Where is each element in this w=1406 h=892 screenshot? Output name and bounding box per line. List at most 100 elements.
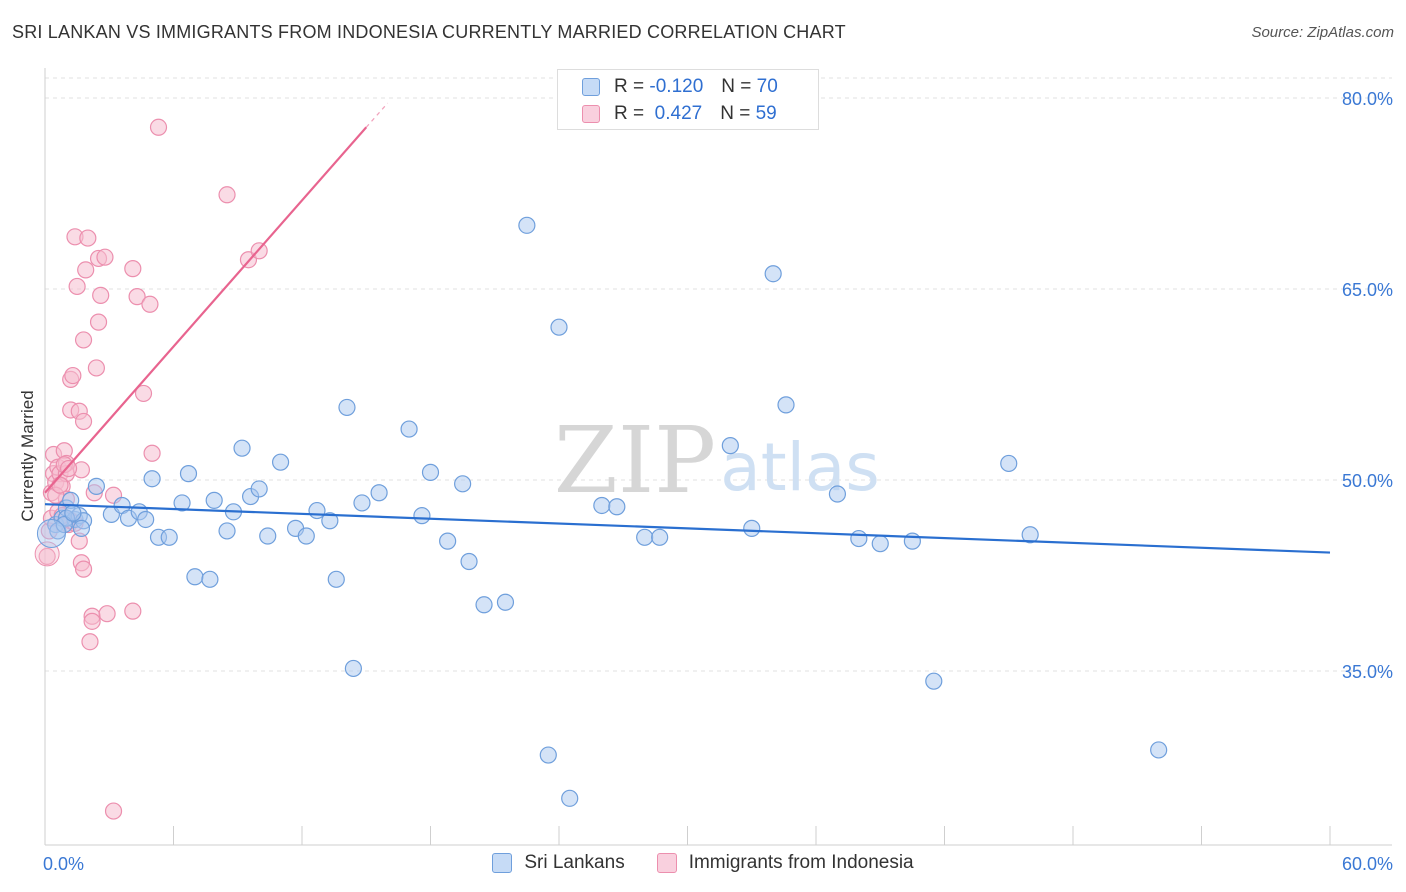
sri-lankan-point [925, 672, 943, 690]
indonesia-point [124, 260, 142, 278]
indonesia-point [96, 248, 114, 266]
y-tick-label: 65.0% [1342, 280, 1393, 300]
sri-lankan-point [764, 265, 782, 283]
correlation-legend: R = -0.120 N = 70 R = 0.427 N = 59 [557, 69, 819, 130]
trendline-indonesia-extension [365, 102, 389, 128]
sri-lankan-point [593, 496, 611, 515]
indonesia-point [83, 612, 101, 630]
sri-lankan-point [179, 465, 198, 483]
sri-lankan-point [561, 789, 579, 807]
sri-lankan-point [64, 504, 82, 522]
series-indonesia-points [34, 118, 268, 820]
trend-lines [44, 102, 1331, 554]
legend-label-sri-lankans: Sri Lankans [524, 852, 625, 873]
legend-r-label: R = [614, 76, 645, 97]
sri-lankan-point [496, 593, 515, 611]
sri-lankan-point [651, 528, 669, 546]
indonesia-point [64, 366, 82, 385]
indonesia-point [104, 802, 123, 820]
sri-lankan-point [1000, 454, 1018, 473]
indonesia-point [92, 286, 110, 304]
sri-lankan-point [353, 494, 371, 512]
sri-lankan-point [370, 484, 388, 502]
sri-lankan-point [327, 570, 345, 588]
sri-lankan-point [205, 491, 223, 509]
indonesia-point [77, 261, 95, 279]
sri-lankan-point [143, 470, 161, 488]
legend-label-indonesia: Immigrants from Indonesia [688, 852, 914, 873]
sri-lankan-point [173, 494, 191, 512]
sri-lankan-point [201, 570, 219, 588]
sri-lankan-point [87, 477, 106, 495]
sri-lankan-point [721, 437, 739, 455]
sri-lankan-point [460, 552, 478, 571]
chart-title: SRI LANKAN VS IMMIGRANTS FROM INDONESIA … [12, 22, 846, 42]
indonesia-point [98, 605, 116, 623]
series-legend: Sri Lankans Immigrants from Indonesia [0, 852, 1406, 874]
sri-lankan-point [218, 522, 236, 540]
indonesia-point [51, 476, 69, 494]
sri-lankan-point [454, 475, 472, 493]
sri-lankan-point [871, 535, 889, 553]
legend-r-value: 0.427 [654, 103, 703, 124]
axis-layer [44, 68, 1392, 846]
y-tick-label: 50.0% [1342, 471, 1393, 491]
sri-lankan-point [743, 519, 761, 537]
indonesia-point [74, 331, 93, 349]
legend-n-label: N = [720, 103, 751, 124]
sri-lankan-point [539, 746, 557, 764]
sri-lankan-point [550, 318, 568, 336]
sri-lankan-point [344, 659, 362, 678]
sri-lankan-point [518, 216, 536, 234]
sri-lankan-point [828, 485, 847, 503]
source-credit: Source: ZipAtlas.com [1251, 24, 1394, 41]
sri-lankan-point [475, 596, 493, 614]
sri-lankan-point [72, 519, 91, 537]
sri-lankan-point [297, 527, 315, 545]
indonesia-point [81, 633, 99, 651]
x-tick-label: 60.0% [1342, 854, 1393, 874]
grid-layer [45, 77, 1392, 672]
series-sri-lankans-points [36, 216, 1168, 807]
tick-labels: 80.0% 65.0% 50.0% 35.0% 0.0% 60.0% [43, 89, 1393, 874]
indonesia-point [89, 313, 108, 331]
indonesia-point [38, 547, 56, 566]
indonesia-point [134, 384, 153, 403]
indonesia-point [149, 118, 168, 136]
indonesia-point [74, 560, 93, 578]
sri-lankan-point [1150, 741, 1168, 759]
legend-swatch-blue [582, 78, 600, 96]
sri-lankan-point [36, 518, 66, 548]
indonesia-point [79, 229, 97, 247]
indonesia-point [59, 459, 78, 478]
sri-lankan-point [400, 420, 418, 438]
legend-item-sri-lankans: Sri Lankans [492, 852, 625, 874]
sri-lankan-point [259, 527, 277, 545]
indonesia-point [141, 295, 159, 313]
x-tick-label: 0.0% [43, 854, 84, 874]
sri-lankan-point [439, 532, 457, 550]
sri-lankan-point [338, 398, 356, 417]
trendline-indonesia [44, 126, 368, 494]
indonesia-point [124, 602, 142, 620]
sri-lankan-point [321, 512, 339, 530]
sri-lankan-point [777, 396, 795, 414]
legend-n-label: N = [721, 76, 752, 97]
sri-lankan-point [413, 507, 431, 525]
sri-lankan-point [421, 463, 440, 481]
sri-lankan-point [160, 528, 178, 546]
indonesia-point [74, 412, 93, 431]
legend-r-label: R = [614, 103, 645, 124]
sri-lankan-point [186, 568, 204, 586]
sri-lankan-point [137, 510, 155, 529]
watermark-zip: ZIP [554, 407, 716, 514]
indonesia-point [218, 186, 236, 204]
sri-lankan-point [1021, 526, 1039, 544]
watermark-atlas: atlas [720, 429, 880, 506]
indonesia-point [68, 277, 86, 296]
sri-lankan-point [55, 515, 73, 534]
sri-lankan-point [271, 453, 290, 471]
sri-lankan-point [850, 529, 868, 548]
sri-lankan-point [233, 439, 251, 457]
